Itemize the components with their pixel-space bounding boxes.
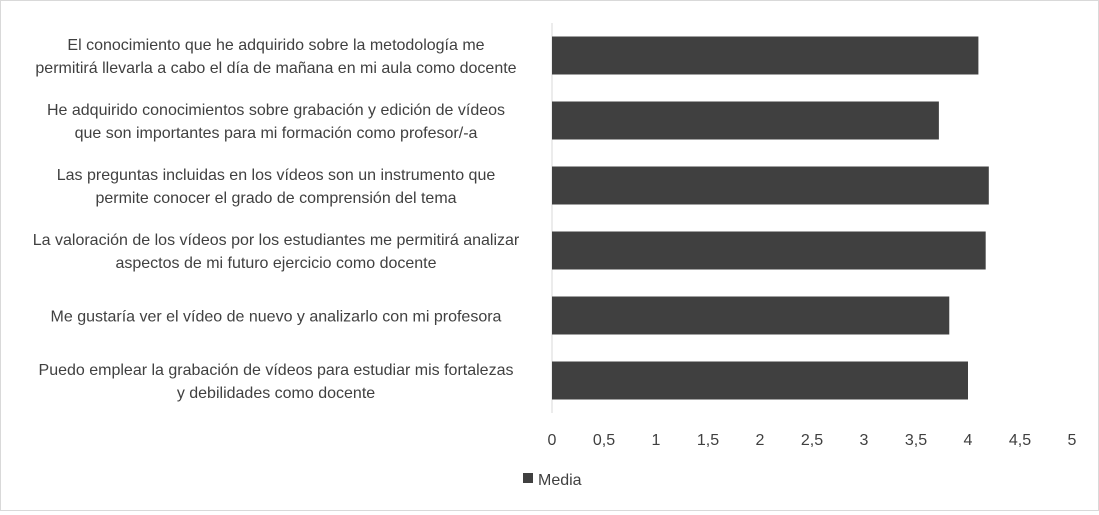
category-label-line: La valoración de los vídeos por los estu… xyxy=(33,232,520,249)
category-label-line: He adquirido conocimientos sobre grabaci… xyxy=(47,102,505,119)
category-label-line: y debilidades como docente xyxy=(177,385,375,402)
category-label-6: Puedo emplear la grabación de vídeos par… xyxy=(39,362,514,402)
category-label-line: Me gustaría ver el vídeo de nuevo y anal… xyxy=(51,309,502,326)
legend: Media xyxy=(523,472,582,489)
category-label-line: Puedo emplear la grabación de vídeos par… xyxy=(39,362,514,379)
x-tick-label: 3,5 xyxy=(905,432,927,449)
x-tick-labels: 0 0,5 1 1,5 2 2,5 3 3,5 4 4,5 5 xyxy=(548,432,1077,449)
category-label-3: Las preguntas incluidas en los vídeos so… xyxy=(57,167,496,207)
category-label-4: La valoración de los vídeos por los estu… xyxy=(33,232,520,272)
category-label-5: Me gustaría ver el vídeo de nuevo y anal… xyxy=(51,309,502,326)
category-label-line: que son importantes para mi formación co… xyxy=(75,125,478,142)
bar-5 xyxy=(552,296,950,335)
legend-swatch xyxy=(523,473,533,483)
x-tick-label: 2,5 xyxy=(801,432,823,449)
x-tick-label: 1,5 xyxy=(697,432,719,449)
x-tick-label: 2 xyxy=(756,432,765,449)
x-tick-label: 3 xyxy=(860,432,869,449)
category-label-line: permite conocer el grado de comprensión … xyxy=(95,190,456,207)
x-tick-label: 4,5 xyxy=(1009,432,1031,449)
x-tick-label: 5 xyxy=(1068,432,1077,449)
bar-6 xyxy=(552,361,968,400)
x-tick-label: 0,5 xyxy=(593,432,615,449)
category-label-line: El conocimiento que he adquirido sobre l… xyxy=(67,37,484,54)
category-label-line: Las preguntas incluidas en los vídeos so… xyxy=(57,167,496,184)
category-labels: El conocimiento que he adquirido sobre l… xyxy=(33,37,520,402)
bar-2 xyxy=(552,101,939,140)
category-label-1: El conocimiento que he adquirido sobre l… xyxy=(35,37,516,77)
x-tick-label: 1 xyxy=(652,432,661,449)
x-tick-label: 0 xyxy=(548,432,557,449)
x-tick-label: 4 xyxy=(964,432,973,449)
category-label-line: aspectos de mi futuro ejercicio como doc… xyxy=(115,255,436,272)
category-label-line: permitirá llevarla a cabo el día de maña… xyxy=(35,60,516,77)
legend-label: Media xyxy=(538,472,582,489)
bar-3 xyxy=(552,166,989,205)
bar-1 xyxy=(552,36,979,75)
bar-4 xyxy=(552,231,986,270)
bars xyxy=(552,36,989,400)
category-label-2: He adquirido conocimientos sobre grabaci… xyxy=(47,102,505,142)
